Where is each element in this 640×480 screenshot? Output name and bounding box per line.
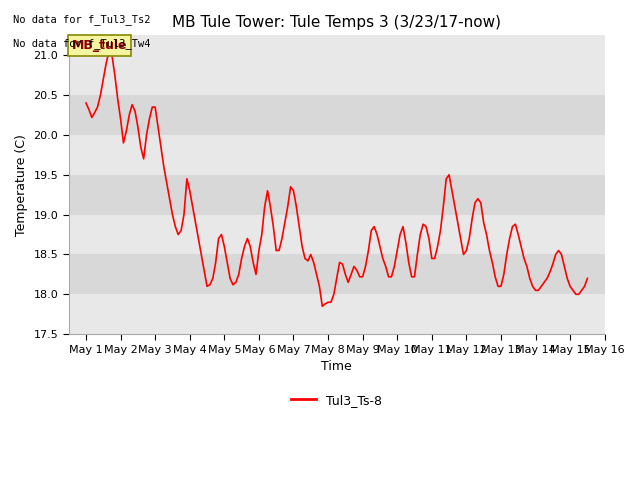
Bar [68,135,605,175]
Text: No data for f_Tul3_Ts2: No data for f_Tul3_Ts2 [13,14,150,25]
X-axis label: Time: Time [321,360,352,373]
Text: No data for f_Tul3_Tw4: No data for f_Tul3_Tw4 [13,38,150,49]
Y-axis label: Temperature (C): Temperature (C) [15,134,28,236]
Legend: Tul3_Ts-8: Tul3_Ts-8 [286,389,387,411]
Bar [68,55,605,95]
Text: MB_tule: MB_tule [72,39,128,52]
Bar [68,215,605,254]
Bar [68,175,605,215]
Title: MB Tule Tower: Tule Temps 3 (3/23/17-now): MB Tule Tower: Tule Temps 3 (3/23/17-now… [172,15,501,30]
Bar [68,254,605,294]
Bar [68,95,605,135]
Bar [68,294,605,334]
